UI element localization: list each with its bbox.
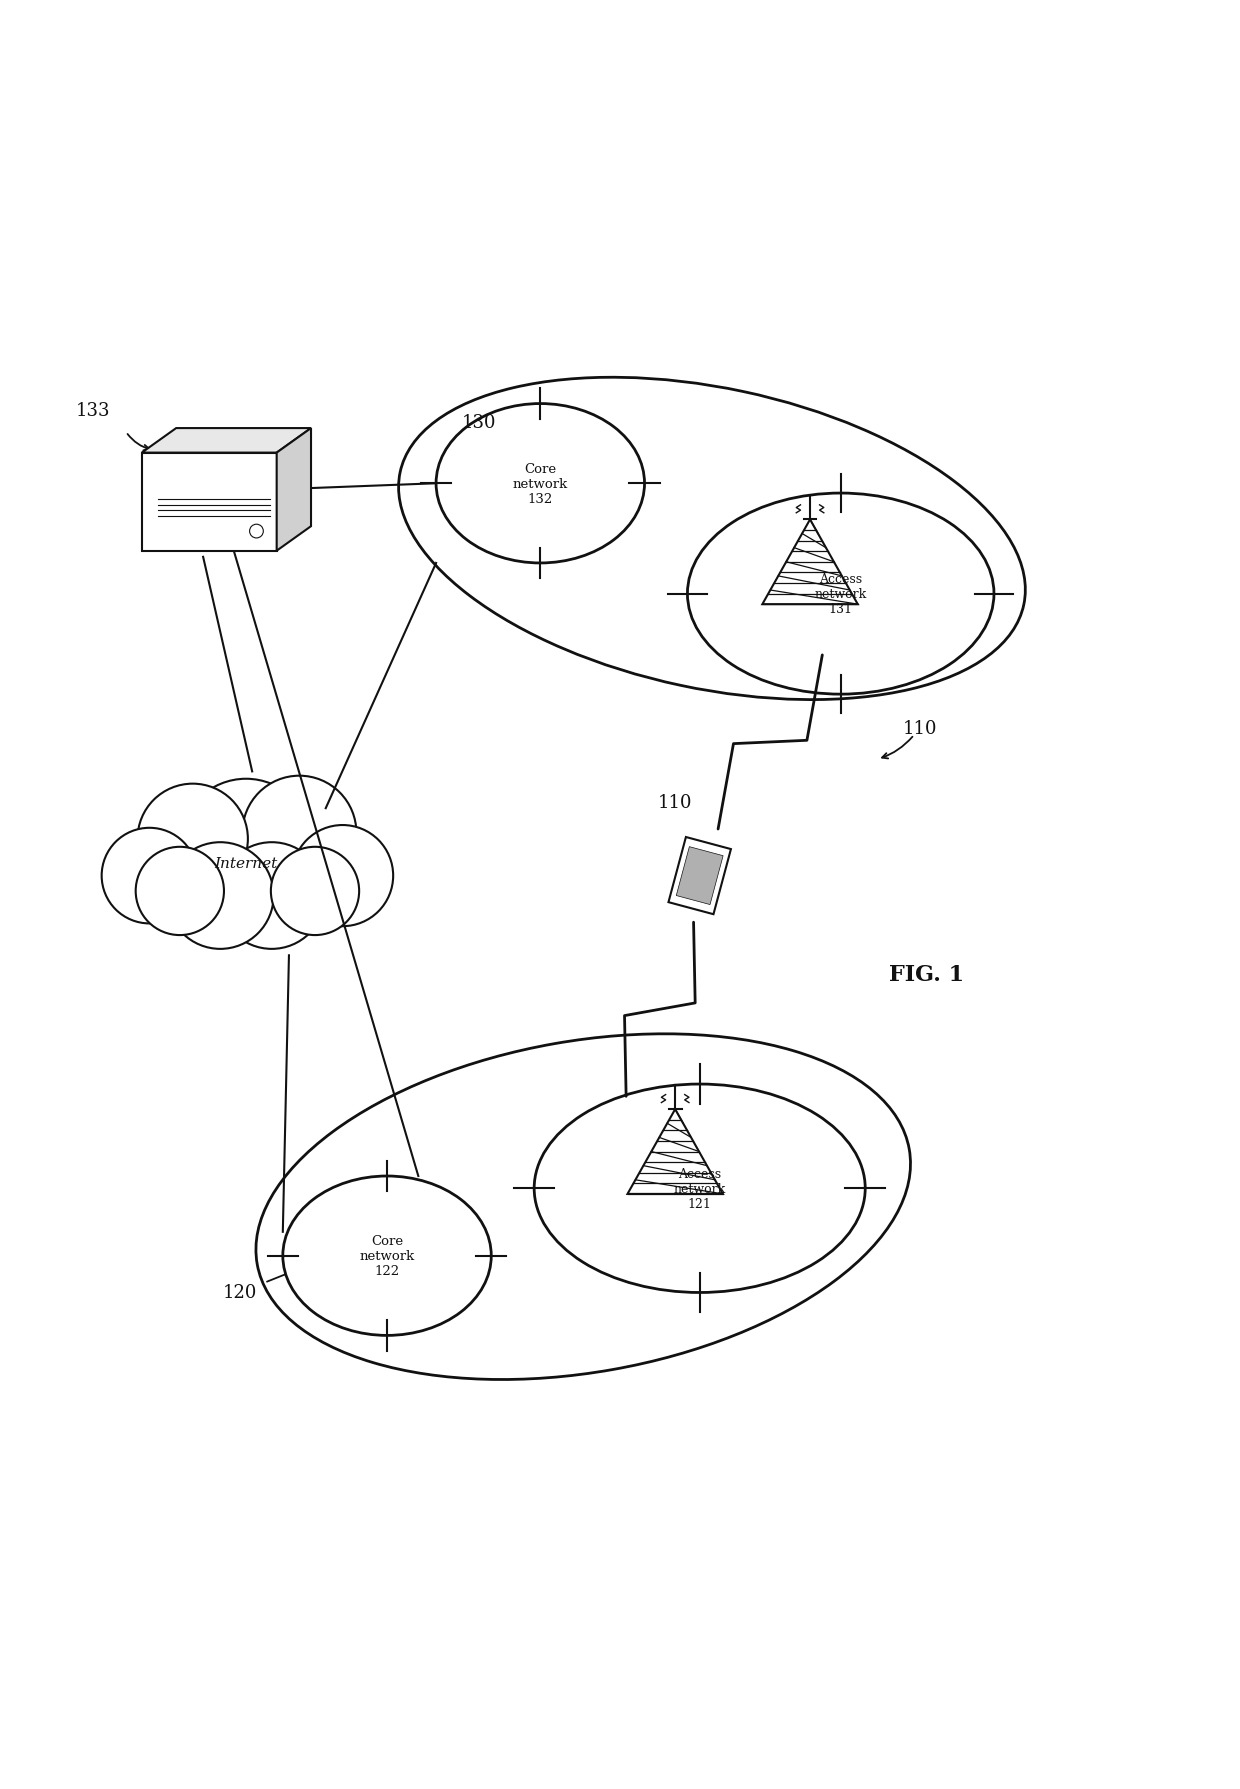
Circle shape bbox=[167, 843, 274, 950]
Ellipse shape bbox=[436, 404, 645, 564]
Circle shape bbox=[270, 848, 360, 936]
Text: FIG. 1: FIG. 1 bbox=[889, 962, 963, 986]
Circle shape bbox=[218, 843, 325, 950]
Circle shape bbox=[180, 780, 312, 912]
Text: 130: 130 bbox=[461, 413, 496, 431]
Text: 133: 133 bbox=[76, 401, 110, 419]
Text: 120: 120 bbox=[223, 1285, 257, 1302]
Polygon shape bbox=[141, 453, 277, 551]
Ellipse shape bbox=[534, 1084, 866, 1293]
Circle shape bbox=[135, 848, 224, 936]
Text: Core
network
122: Core network 122 bbox=[360, 1234, 414, 1277]
Text: Internet: Internet bbox=[215, 857, 278, 871]
Circle shape bbox=[138, 784, 248, 894]
Ellipse shape bbox=[687, 494, 994, 694]
Polygon shape bbox=[676, 848, 723, 905]
Circle shape bbox=[242, 776, 356, 891]
Circle shape bbox=[102, 828, 197, 923]
Circle shape bbox=[291, 825, 393, 927]
Polygon shape bbox=[277, 429, 311, 551]
Text: 110: 110 bbox=[658, 794, 692, 812]
Text: 110: 110 bbox=[903, 719, 937, 739]
Text: Access
network
131: Access network 131 bbox=[815, 572, 867, 615]
Text: Core
network
132: Core network 132 bbox=[512, 463, 568, 506]
Polygon shape bbox=[668, 837, 730, 914]
Polygon shape bbox=[141, 429, 311, 453]
Ellipse shape bbox=[283, 1177, 491, 1336]
Text: Access
network
121: Access network 121 bbox=[673, 1166, 725, 1209]
